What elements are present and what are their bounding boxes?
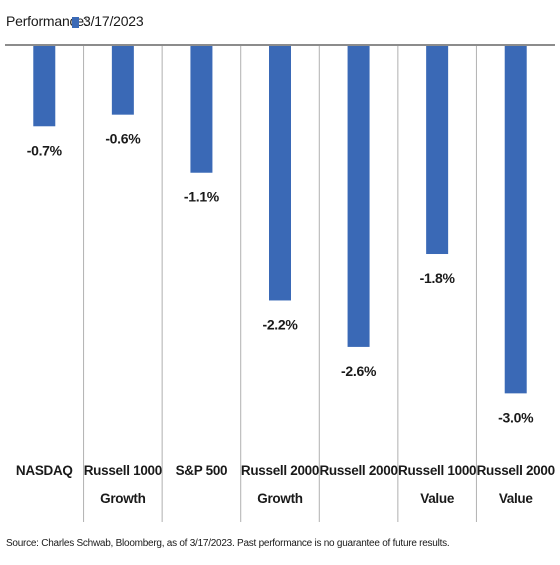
category-label: NASDAQ (16, 463, 73, 478)
category-label: Russell 1000 (398, 463, 476, 478)
bar (269, 45, 291, 301)
data-label: -0.6% (105, 131, 141, 147)
bar (33, 45, 56, 127)
category-label: Russell 2000 (319, 463, 397, 478)
category-label: Russell 2000 (241, 463, 319, 478)
category-dividers (83, 45, 477, 522)
category-label: Russell 1000 (84, 463, 162, 478)
category-label: Value (420, 491, 455, 506)
category-label: S&P 500 (176, 463, 228, 478)
data-label: -1.1% (184, 189, 220, 205)
bar (426, 45, 449, 255)
category-labels: NASDAQ Russell 1000 Growth S&P 500 Russell 2… (16, 463, 555, 506)
bar (347, 45, 370, 347)
bars (33, 45, 527, 394)
category-label: Russell 2000 (477, 463, 555, 478)
category-label: Value (499, 491, 534, 506)
data-label: -2.2% (262, 316, 298, 332)
legend-swatch (72, 17, 79, 28)
data-labels: -0.7% -0.6% -1.1% -2.2% -2.6% -1.8% -3.0% (27, 131, 535, 426)
data-label: -2.6% (341, 363, 377, 379)
bar (190, 45, 213, 173)
data-label: -1.8% (420, 270, 456, 286)
legend-label: Performance: (6, 13, 88, 29)
source-note: Source: Charles Schwab, Bloomberg, as of… (6, 538, 449, 549)
category-label: Growth (100, 491, 145, 506)
bar (504, 45, 527, 394)
data-label: -0.7% (27, 142, 63, 158)
category-label: Growth (257, 491, 302, 506)
data-label: -3.0% (498, 409, 534, 425)
legend: Performance: 3/17/2023 (6, 13, 144, 29)
legend-series-name: 3/17/2023 (83, 13, 144, 29)
bar (111, 45, 134, 115)
